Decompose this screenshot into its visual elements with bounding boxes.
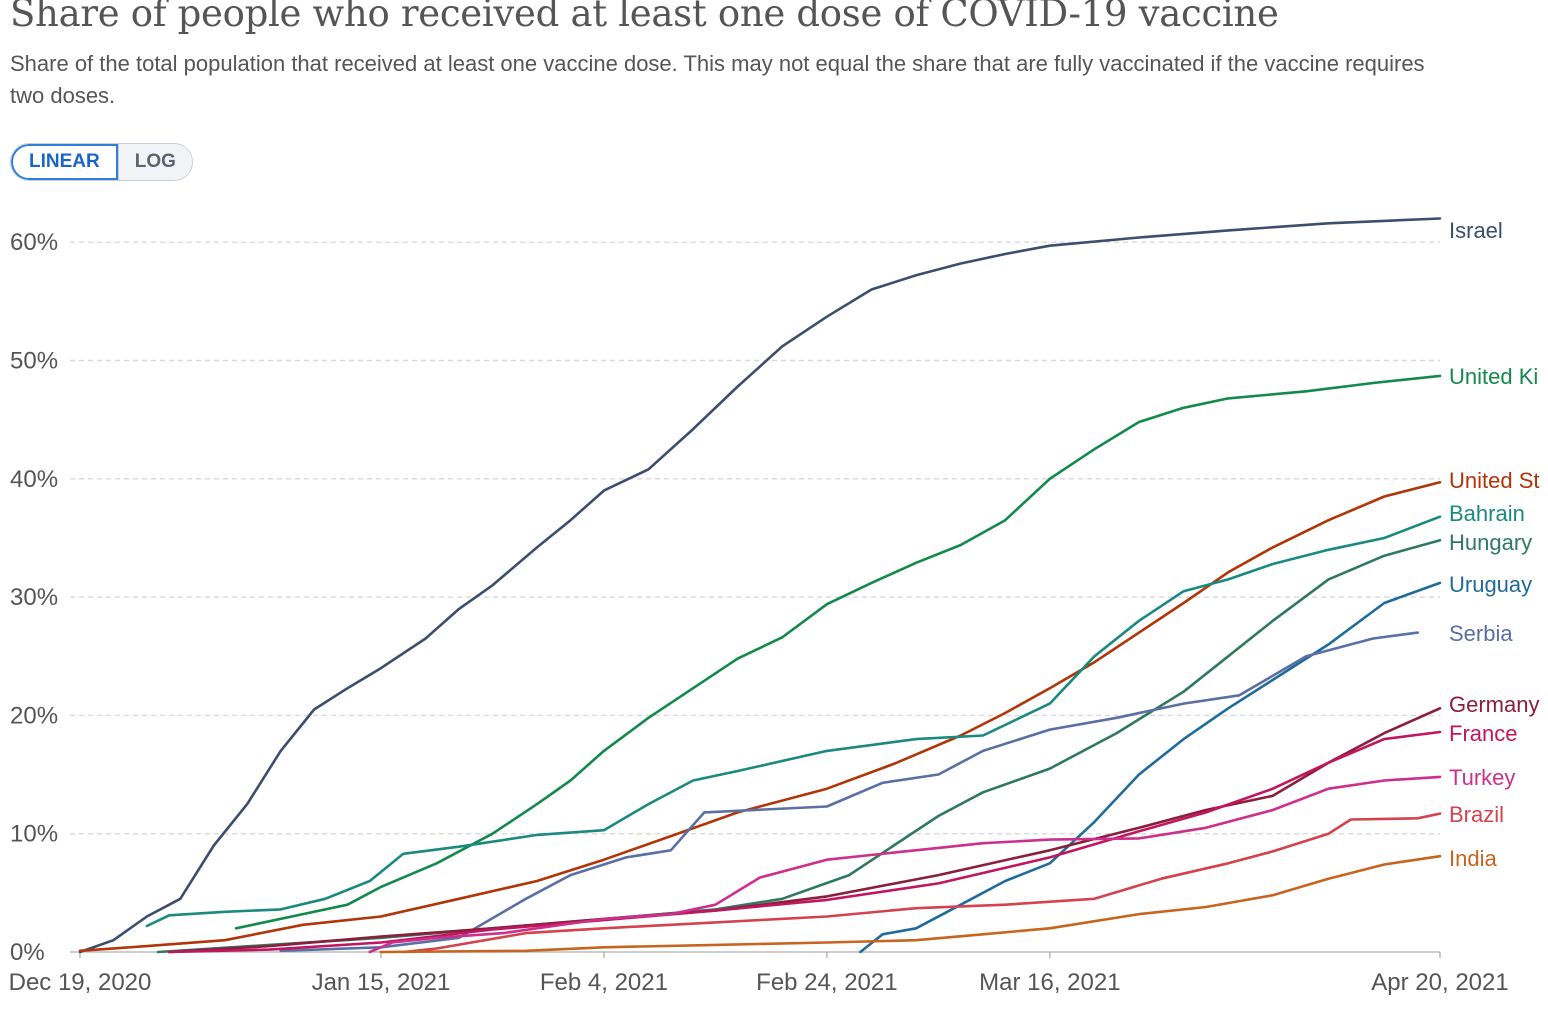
series-line-united-ki[interactable] <box>234 374 1442 930</box>
series-label-israel[interactable]: Israel <box>1449 218 1503 243</box>
y-tick-label: 30% <box>10 584 58 611</box>
linear-scale-button[interactable]: LINEAR <box>11 144 118 180</box>
series-label-india[interactable]: India <box>1449 846 1497 871</box>
x-tick-label: Apr 20, 2021 <box>1371 969 1508 996</box>
series-label-germany[interactable]: Germany <box>1449 692 1539 717</box>
y-tick-label: 60% <box>10 229 58 256</box>
series-line-uruguay[interactable] <box>859 581 1442 954</box>
y-axis: 0% 10% 20% 30% 40% 50% 60% <box>10 229 58 966</box>
x-tick-label: Feb 4, 2021 <box>540 969 668 996</box>
series-line-israel[interactable] <box>78 217 1442 954</box>
series-line-france[interactable] <box>167 730 1442 954</box>
series-label-turkey[interactable]: Turkey <box>1449 765 1515 790</box>
series-label-brazil[interactable]: Brazil <box>1449 802 1504 827</box>
y-tick-label: 10% <box>10 821 58 848</box>
x-tick-label: Feb 24, 2021 <box>756 969 897 996</box>
x-tick-label: Dec 19, 2020 <box>9 969 152 996</box>
y-tick-label: 0% <box>10 939 45 966</box>
scale-toggle: LINEAR LOG <box>10 143 193 181</box>
x-tick-label: Jan 15, 2021 <box>312 969 451 996</box>
series-line-hungary[interactable] <box>156 539 1442 954</box>
y-tick-label: 20% <box>10 702 58 729</box>
x-axis: Dec 19, 2020 Jan 15, 2021 Feb 4, 2021 Feb 2… <box>9 952 1509 996</box>
series-line-serbia[interactable] <box>279 631 1419 953</box>
series-label-united-ki[interactable]: United Ki <box>1449 364 1538 389</box>
series-line-germany[interactable] <box>167 707 1442 954</box>
series-line-bahrain[interactable] <box>145 515 1442 928</box>
series-line-brazil[interactable] <box>402 812 1442 954</box>
chart-title: Share of people who received at least on… <box>10 0 1279 35</box>
series-label-hungary[interactable]: Hungary <box>1449 530 1532 555</box>
y-tick-label: 50% <box>10 348 58 375</box>
series-line-turkey[interactable] <box>368 775 1442 954</box>
y-tick-label: 40% <box>10 466 58 493</box>
series-label-uruguay[interactable]: Uruguay <box>1449 572 1532 597</box>
series-line-india[interactable] <box>379 854 1442 954</box>
series-label-united-st[interactable]: United St <box>1449 468 1540 493</box>
series-lines <box>78 217 1442 954</box>
series-labels: Israel United Ki United St Bahrain Hungary Ur… <box>1449 218 1540 871</box>
series-line-united-st[interactable] <box>78 481 1442 953</box>
gridlines <box>70 241 1440 953</box>
series-label-bahrain[interactable]: Bahrain <box>1449 501 1525 526</box>
log-scale-button[interactable]: LOG <box>117 144 192 180</box>
series-label-france[interactable]: France <box>1449 721 1517 746</box>
x-tick-label: Mar 16, 2021 <box>979 969 1120 996</box>
chart-subtitle: Share of the total population that recei… <box>10 51 1425 108</box>
series-label-serbia[interactable]: Serbia <box>1449 621 1513 646</box>
